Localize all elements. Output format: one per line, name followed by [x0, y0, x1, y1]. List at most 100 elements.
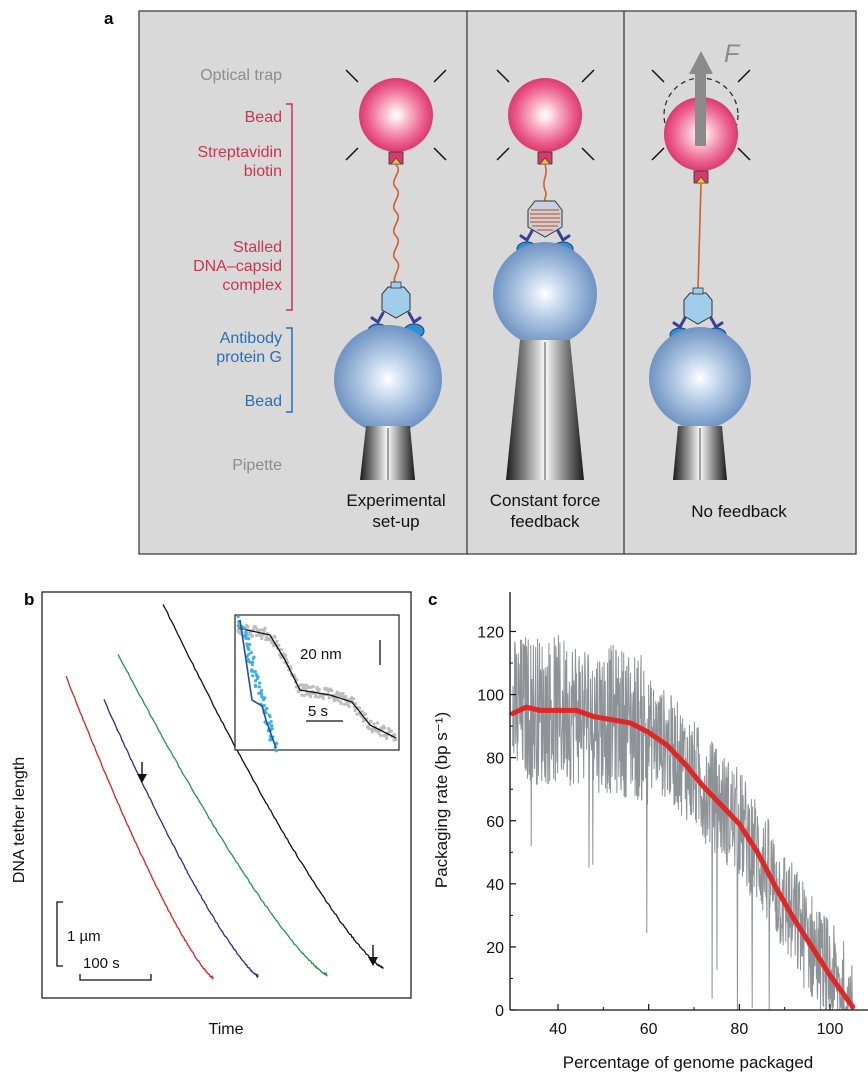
inset-gray-point	[260, 636, 264, 641]
setup-constant-force	[493, 69, 597, 480]
label-bead-bottom: Bead	[245, 393, 282, 410]
c-ylabel: Packaging rate (bp s⁻¹)	[432, 712, 451, 888]
inset-cyan-point	[265, 707, 269, 711]
inset-gray-point	[369, 719, 373, 723]
pipette-1	[360, 426, 415, 480]
y-tick-label: 40	[486, 877, 504, 894]
inset-gray-point	[342, 702, 346, 706]
caption-experimental-1: Experimental	[346, 491, 445, 510]
inset-cyan-point	[252, 655, 256, 659]
inset-gray-point	[362, 719, 366, 723]
inset-cyan-point	[250, 668, 254, 672]
smoothed-rate-trace	[510, 704, 856, 1010]
inset-gray-point	[367, 727, 371, 731]
y-tick-label: 80	[486, 751, 504, 768]
inset-gray-point	[372, 722, 376, 726]
capsid-3	[683, 292, 713, 325]
label-stalled-3: complex	[222, 277, 282, 294]
inset-cyan-point	[251, 674, 255, 678]
label-optical-trap: Optical trap	[200, 67, 282, 84]
inset-cyan-point	[257, 685, 261, 689]
inset-cyan-point	[236, 615, 240, 619]
inset-gray-point	[339, 701, 343, 706]
inset-gray-point	[315, 685, 319, 690]
series-line-1	[510, 704, 856, 1010]
inset: 20 nm 5 s	[234, 614, 400, 753]
inset-gray-point	[258, 628, 262, 632]
panel-c: 0 20 40 60 80 100 120 40 60 80 100 Percentage of g…	[432, 592, 868, 1072]
inset-cyan-point	[247, 652, 251, 656]
inset-gray-point	[321, 696, 325, 701]
inset-gray-point	[278, 653, 282, 657]
inset-gray-point	[308, 692, 312, 696]
inset-gray-point	[389, 729, 393, 733]
inset-cyan-point	[242, 626, 246, 631]
inset-gray-point	[284, 653, 288, 658]
label-pipette: Pipette	[232, 457, 282, 474]
x-tick-label: 60	[640, 1021, 658, 1038]
inset-gray-point	[347, 704, 351, 709]
label-antibody-2: protein G	[216, 349, 282, 366]
inset-cyan-point	[244, 636, 248, 641]
setup-experimental	[334, 69, 447, 480]
c-ticks: 0 20 40 60 80 100 120 40 60 80 100	[477, 625, 843, 1039]
inset-cyan-point	[250, 663, 254, 667]
caption-experimental-2: set-up	[372, 512, 419, 531]
inset-cyan-point	[249, 660, 253, 664]
inset-cyan-point	[246, 647, 250, 651]
inset-cyan-point	[245, 644, 250, 648]
caption-no-feedback: No feedback	[691, 502, 787, 521]
pipette-bead-2	[493, 242, 597, 346]
inset-gray-point	[263, 626, 267, 630]
inset-gray-point	[379, 733, 383, 738]
inset-gray-point	[280, 648, 284, 652]
inset-cyan-point	[249, 651, 253, 655]
inset-black-trace	[237, 627, 397, 739]
tether-trace-3	[117, 654, 328, 977]
inset-cyan-point	[244, 630, 248, 634]
panel-a: Optical trap Bead Streptavidin biotin St…	[138, 10, 857, 555]
inset-gray-point	[377, 731, 381, 735]
x-tick-label: 40	[549, 1021, 567, 1038]
y-tick-label: 60	[486, 814, 504, 831]
inset-cyan-point	[268, 714, 272, 719]
inset-cyan-point	[261, 698, 266, 702]
inset-cyan-point	[274, 749, 278, 753]
panel-c-letter: c	[428, 590, 437, 609]
trapped-bead-2	[508, 78, 582, 152]
raw-rate-line	[512, 635, 854, 1010]
inset-cyan-point	[260, 695, 264, 699]
pipette-bead-1	[334, 325, 442, 433]
inset-cyan-point	[256, 675, 260, 679]
inset-gray-point	[275, 639, 279, 643]
label-stalled-1: Stalled	[233, 239, 282, 256]
scale-label-x: 100 s	[83, 955, 120, 972]
inset-cyan-point	[258, 681, 262, 685]
inset-scale-label-x: 5 s	[308, 703, 328, 720]
inset-gray-point	[301, 686, 305, 690]
inset-cyan-point	[254, 679, 258, 683]
inset-gray-point	[327, 696, 331, 700]
inset-gray-point	[246, 625, 250, 629]
inset-cyan-point	[275, 741, 279, 745]
inset-gray-point	[383, 726, 387, 730]
pause-arrow-1	[137, 762, 147, 783]
scale-bar-y	[56, 901, 63, 967]
tether-trace-1	[65, 675, 214, 981]
label-antibody-1: Antibody	[220, 330, 282, 347]
inset-gray-point	[375, 721, 380, 725]
inset-gray-point	[366, 724, 370, 728]
inset-gray-point	[277, 643, 281, 647]
scale-label-y: 1 µm	[67, 928, 101, 945]
inset-cyan-point	[247, 637, 251, 641]
label-stalled-2: DNA–capsid	[193, 258, 282, 275]
inset-gray-point	[360, 709, 364, 714]
inset-cyan-point	[254, 685, 258, 689]
panel-b: DNA tether length Time 1 µm 100 s 20 nm …	[11, 591, 412, 1038]
inset-gray-point	[314, 693, 318, 698]
inset-gray-point	[341, 691, 345, 696]
x-tick-label: 100	[817, 1021, 844, 1038]
scale-bar-x	[79, 974, 152, 981]
x-tick-label: 80	[730, 1021, 748, 1038]
raw-rate-trace	[512, 635, 854, 1010]
